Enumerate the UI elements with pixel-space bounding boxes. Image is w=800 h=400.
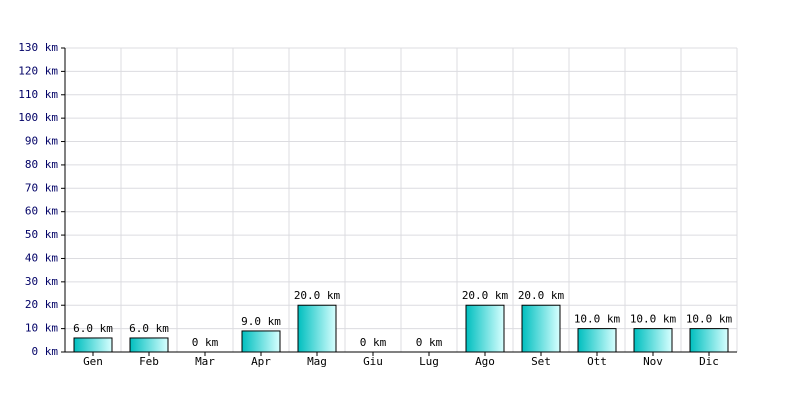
- bar: [633, 328, 673, 353]
- y-tick-label: 100 km: [18, 111, 58, 124]
- bar: [689, 328, 729, 353]
- value-label: 0 km: [360, 336, 387, 349]
- grid: [64, 47, 738, 353]
- y-tick-label: 130 km: [18, 41, 58, 54]
- value-label: 0 km: [192, 336, 219, 349]
- y-tick-label: 0 km: [32, 345, 59, 358]
- value-label: 20.0 km: [294, 289, 341, 302]
- x-tick-label: Mag: [307, 355, 327, 368]
- y-tick-label: 20 km: [25, 298, 58, 311]
- x-tick-label: Nov: [643, 355, 663, 368]
- y-tick-label: 60 km: [25, 205, 58, 218]
- y-tick-label: 90 km: [25, 135, 58, 148]
- x-tick-label: Feb: [139, 355, 159, 368]
- x-tick-label: Ott: [587, 355, 607, 368]
- y-tick-label: 80 km: [25, 158, 58, 171]
- bar: [577, 328, 617, 353]
- value-label: 6.0 km: [129, 322, 169, 335]
- y-tick-label: 70 km: [25, 181, 58, 194]
- y-tick-label: 40 km: [25, 251, 58, 264]
- x-tick-label: Set: [531, 355, 551, 368]
- value-label: 9.0 km: [241, 315, 281, 328]
- bar: [521, 304, 561, 353]
- x-tick-label: Apr: [251, 355, 271, 368]
- value-label: 0 km: [416, 336, 443, 349]
- value-label: 20.0 km: [518, 289, 565, 302]
- y-tick-label: 30 km: [25, 275, 58, 288]
- y-tick-label: 50 km: [25, 228, 58, 241]
- y-tick-label: 120 km: [18, 64, 58, 77]
- value-label: 10.0 km: [686, 313, 733, 326]
- bar: [465, 304, 505, 353]
- x-tick-label: Giu: [363, 355, 383, 368]
- value-label: 6.0 km: [73, 322, 113, 335]
- x-tick-label: Gen: [83, 355, 103, 368]
- y-tick-label: 10 km: [25, 322, 58, 335]
- y-tick-label: 110 km: [18, 88, 58, 101]
- bar: [73, 337, 113, 353]
- bar: [129, 337, 169, 353]
- x-tick-label: Dic: [699, 355, 719, 368]
- value-label: 20.0 km: [462, 289, 509, 302]
- bar: [297, 304, 337, 353]
- bar: [241, 330, 281, 353]
- x-tick-label: Lug: [419, 355, 439, 368]
- x-tick-label: Mar: [195, 355, 215, 368]
- value-label: 10.0 km: [574, 313, 621, 326]
- value-label: 10.0 km: [630, 313, 677, 326]
- x-tick-label: Ago: [475, 355, 495, 368]
